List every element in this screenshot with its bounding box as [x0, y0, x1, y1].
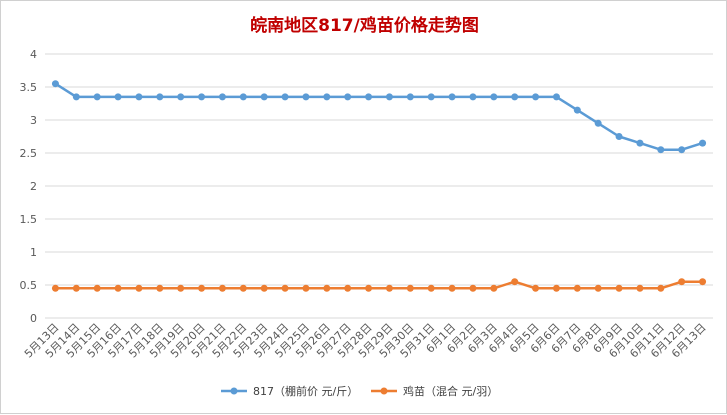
- series-0-point: [448, 93, 456, 101]
- series-0-point: [302, 93, 310, 101]
- series-1-point: [427, 284, 435, 292]
- series-0-point: [281, 93, 289, 101]
- y-tick-label: 2: [30, 180, 37, 193]
- series-0-point: [93, 93, 101, 101]
- series-0-point: [365, 93, 373, 101]
- series-0-point: [657, 146, 665, 154]
- legend-swatch-marker: [380, 387, 388, 395]
- series-1-point: [260, 284, 268, 292]
- series-1-point: [594, 284, 602, 292]
- series-0-point: [385, 93, 393, 101]
- series-1-point: [114, 284, 122, 292]
- legend-label: 鸡苗（混合 元/羽）: [403, 384, 498, 398]
- series-0-point: [344, 93, 352, 101]
- series-0-point: [532, 93, 540, 101]
- series-1-point: [156, 284, 164, 292]
- series-1-point: [678, 278, 686, 286]
- series-0-point: [239, 93, 247, 101]
- series-1-point: [365, 284, 373, 292]
- series-1-point: [469, 284, 477, 292]
- series-0-point: [699, 139, 707, 147]
- series-line-0: [54, 82, 703, 151]
- series-1-point: [93, 284, 101, 292]
- series-1-point: [281, 284, 289, 292]
- series-0-point: [260, 93, 268, 101]
- series-1-point: [657, 284, 665, 292]
- series-0-point: [552, 93, 560, 101]
- y-tick-label: 0.5: [20, 279, 38, 292]
- series-0-point: [427, 93, 435, 101]
- y-tick-label: 4: [30, 48, 37, 61]
- series-0-point: [406, 93, 414, 101]
- series-1-point: [699, 278, 707, 286]
- y-tick-label: 1.5: [20, 213, 38, 226]
- series-1-point: [72, 284, 80, 292]
- chart-title: 皖南地区817/鸡苗价格走势图: [250, 16, 479, 36]
- series-1-point: [344, 284, 352, 292]
- series-0-point: [198, 93, 206, 101]
- series-0-point: [114, 93, 122, 101]
- series-0-point: [135, 93, 143, 101]
- series-0-point: [218, 93, 226, 101]
- series-0-point: [636, 139, 644, 147]
- series-0-point: [72, 93, 80, 101]
- series-1-point: [490, 284, 498, 292]
- y-tick-label: 0: [30, 312, 37, 325]
- series-0-point: [594, 119, 602, 127]
- y-tick-label: 2.5: [20, 147, 38, 160]
- series-1-point: [636, 284, 644, 292]
- series-0-point: [615, 133, 623, 140]
- legend-swatch-marker: [230, 387, 238, 395]
- series-0-point: [511, 93, 519, 101]
- series-1-point: [135, 284, 143, 292]
- y-tick-label: 3.5: [20, 81, 38, 94]
- legend-label: 817（棚前价 元/斤）: [253, 384, 358, 398]
- series-1-point: [51, 284, 59, 292]
- series-0-point: [177, 93, 185, 101]
- series-1-point: [448, 284, 456, 292]
- series-1-point: [323, 284, 331, 292]
- series-1-point: [177, 284, 185, 292]
- series-0-point: [573, 106, 581, 114]
- series-1-point: [218, 284, 226, 292]
- series-1-point: [385, 284, 393, 292]
- series-0-point: [51, 80, 59, 88]
- series-1-point: [406, 284, 414, 292]
- y-tick-label: 1: [30, 246, 37, 259]
- y-tick-label: 3: [30, 114, 37, 127]
- series-0-point: [323, 93, 331, 101]
- series-0-point: [469, 93, 477, 101]
- series-1-point: [239, 284, 247, 292]
- series-0-point: [678, 146, 686, 154]
- series-1-point: [573, 284, 581, 292]
- series-0-point: [490, 93, 498, 101]
- series-1-point: [511, 278, 519, 286]
- series-1-point: [615, 284, 623, 292]
- series-1-point: [532, 284, 540, 292]
- series-0-point: [156, 93, 164, 101]
- series-1-point: [302, 284, 310, 292]
- series-1-point: [552, 284, 560, 292]
- series-1-point: [198, 284, 206, 292]
